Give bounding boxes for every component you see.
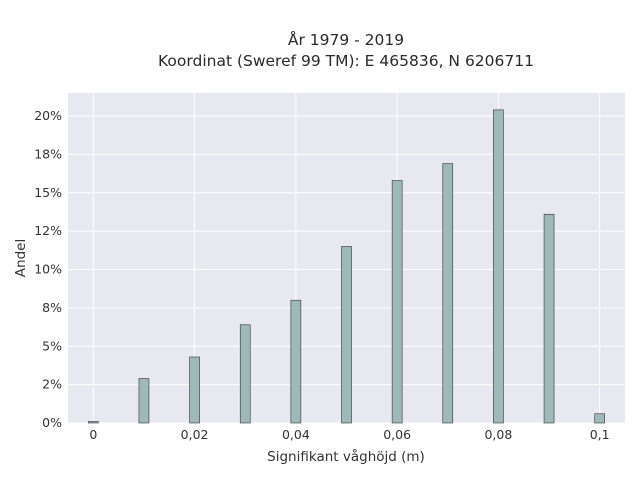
- chart-title-line-2: Koordinat (Sweref 99 TM): E 465836, N 62…: [158, 52, 534, 70]
- y-tick-label: 0%: [42, 415, 62, 430]
- x-tick-label: 0,06: [383, 427, 411, 442]
- bar: [493, 109, 504, 424]
- x-tick-label: 0,08: [484, 427, 512, 442]
- bar: [239, 324, 251, 424]
- y-tick-label: 8%: [42, 300, 62, 315]
- y-tick-label: 10%: [34, 262, 62, 277]
- y-tick-label: 15%: [34, 185, 62, 200]
- bar: [88, 421, 99, 424]
- x-axis-title: Signifikant våghöjd (m): [267, 448, 425, 465]
- x-tick-label: 0,04: [282, 427, 310, 442]
- y-tick-label: 12%: [34, 223, 62, 238]
- bar: [543, 213, 555, 424]
- x-tick-label: 0,02: [181, 427, 209, 442]
- y-tick-label: 2%: [42, 377, 62, 392]
- chart-title-line-1: År 1979 - 2019: [288, 30, 404, 49]
- y-tick-label: 18%: [34, 146, 62, 161]
- y-axis-title: Andel: [13, 239, 29, 277]
- bar: [391, 180, 403, 424]
- x-tick-label: 0: [89, 427, 97, 442]
- bar: [138, 378, 150, 424]
- bar: [189, 356, 200, 424]
- y-tick-label: 20%: [34, 108, 62, 123]
- bar: [341, 246, 352, 424]
- x-axis-ticks: 0 0,02 0,04 0,06 0,08 0,1: [89, 427, 609, 442]
- bar: [290, 299, 302, 424]
- bar: [442, 163, 454, 424]
- bar: [594, 413, 605, 424]
- x-tick-label: 0,1: [590, 427, 610, 442]
- bars: [88, 109, 605, 424]
- y-tick-label: 5%: [42, 338, 62, 353]
- y-axis-ticks: 0% 2% 5% 8% 10% 12% 15% 18% 20%: [34, 108, 62, 430]
